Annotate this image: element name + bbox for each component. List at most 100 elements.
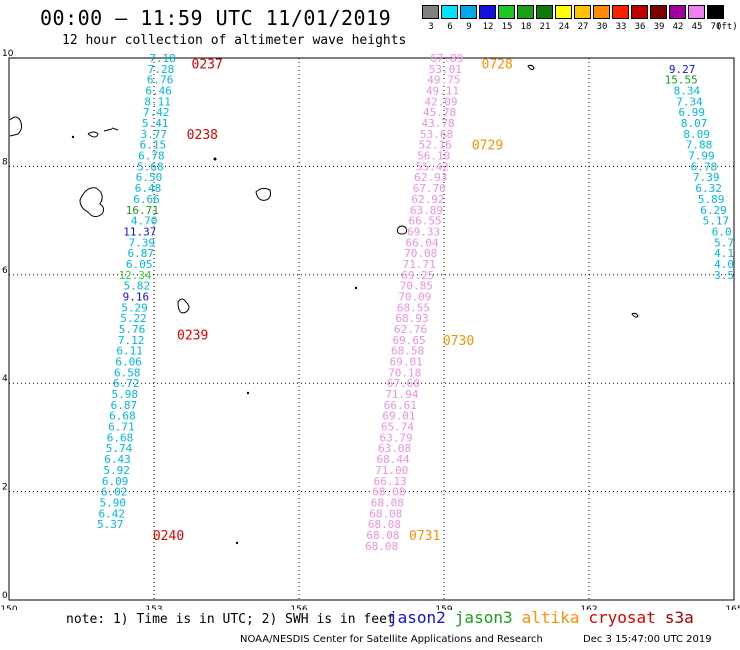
wave-height-value: 8.09 [683, 128, 710, 141]
pass-time-label: 0240 [153, 529, 184, 544]
pass-time-label: 0731 [409, 529, 440, 544]
wave-height-value: 5.17 [703, 215, 730, 228]
island-dot [246, 391, 250, 395]
satellite-name: jason3 [454, 608, 513, 627]
credit-text: NOAA/NESDIS Center for Satellite Applica… [240, 634, 543, 645]
wave-height-value: 6.58 [114, 366, 141, 379]
wave-height-value: 69.65 [393, 334, 426, 347]
wave-height-value: 71.00 [375, 464, 408, 477]
legend-label: 33 [615, 22, 627, 32]
wave-height-value: 6.72 [113, 377, 140, 390]
island-shape [79, 187, 105, 218]
island-shape [397, 225, 407, 235]
x-tick-label: 165 [725, 605, 740, 610]
legend-label: 15 [501, 22, 513, 32]
legend-swatch [593, 5, 610, 19]
legend-swatch [669, 5, 686, 19]
wave-height-value: 62.76 [394, 323, 427, 336]
legend-swatch [441, 5, 458, 19]
wave-height-value: 42.09 [424, 95, 457, 108]
wave-height-value: 65.74 [381, 421, 414, 434]
chart-title: 00:00 – 11:59 UTC 11/01/2019 [40, 6, 392, 30]
wave-height-value: 6.29 [700, 204, 727, 217]
legend-label: 45 [691, 22, 703, 32]
wave-height-value: 12.34 [118, 269, 151, 282]
wave-height-value: 7.34 [676, 95, 703, 108]
wave-height-value: 6.68 [109, 410, 136, 423]
wave-height-value: 71.94 [385, 388, 418, 401]
legend-unit: (ft) [716, 22, 738, 32]
wave-height-value: 68.08 [372, 486, 405, 499]
wave-height-value: 7.12 [118, 334, 145, 347]
wave-height-value: 68.08 [368, 518, 401, 531]
island-dot [213, 157, 217, 161]
wave-height-value: 8.07 [681, 117, 708, 130]
coastlines [9, 64, 639, 545]
legend-label: 30 [596, 22, 608, 32]
wave-height-value: 7.39 [693, 171, 720, 184]
wave-height-value: 6.78 [691, 160, 718, 173]
x-tick-label: 159 [435, 605, 452, 610]
wave-height-value: 70.18 [388, 366, 421, 379]
x-tick-label: 156 [290, 605, 307, 610]
wave-height-value: 55.42 [416, 160, 449, 173]
y-tick-label: 6 [2, 266, 8, 276]
chart-subtitle: 12 hour collection of altimeter wave hei… [62, 33, 407, 48]
wave-height-value: 7.28 [148, 63, 175, 76]
wave-height-value: 63.79 [379, 431, 412, 444]
x-tick-label: 150 [0, 605, 17, 610]
wave-height-value: 6.76 [147, 74, 174, 87]
wave-height-value: 6.42 [99, 507, 126, 520]
legend-swatch [631, 5, 648, 19]
wave-height-value: 16.71 [126, 204, 159, 217]
wave-height-value: 70.09 [398, 290, 431, 303]
wave-height-value: 62.93 [414, 171, 447, 184]
legend-swatch [574, 5, 591, 19]
wave-height-value: 70.08 [404, 247, 437, 260]
wave-height-value: 66.04 [406, 236, 439, 249]
wave-height-value: 66.13 [374, 475, 407, 488]
island-shape [527, 64, 535, 71]
wave-height-value: 5.37 [97, 518, 124, 531]
wave-height-value: 6.50 [136, 171, 163, 184]
legend-swatch [460, 5, 477, 19]
wave-height-value: 67.70 [413, 182, 446, 195]
legend-swatch [536, 5, 553, 19]
wave-height-value: 6.15 [140, 139, 167, 152]
legend-label: 18 [520, 22, 532, 32]
wave-height-value: 6.09 [102, 475, 129, 488]
wave-height-value: 6.43 [104, 453, 131, 466]
wave-height-value: 53.01 [429, 63, 462, 76]
wave-height-value: 6.32 [695, 182, 722, 195]
wave-height-value: 68.58 [391, 345, 424, 358]
island-shape [631, 312, 639, 318]
wave-height-value: 69.01 [390, 356, 423, 369]
wave-height-value: 45.78 [423, 106, 456, 119]
wave-height-value: 6.06 [115, 356, 142, 369]
x-tick-label: 162 [580, 605, 597, 610]
wave-height-value: 56.10 [417, 150, 450, 163]
wave-height-value: 49.75 [427, 74, 460, 87]
wave-height-value: 4.70 [131, 215, 158, 228]
legend-label: 36 [634, 22, 646, 32]
legend-label: 12 [482, 22, 494, 32]
wave-height-value: 71.71 [403, 258, 436, 271]
wave-height-value: 4.1 [714, 247, 734, 260]
wave-height-value: 15.55 [665, 74, 698, 87]
wave-height-value: 6.05 [126, 258, 153, 271]
wave-height-value: 66.61 [384, 399, 417, 412]
wave-height-value: 7.42 [143, 106, 170, 119]
y-tick-label: 4 [2, 374, 8, 384]
island-shape [9, 116, 23, 137]
wave-height-value: 68.08 [369, 507, 402, 520]
wave-height-value: 5.76 [119, 323, 146, 336]
axis-ticks: 150 153 156 159 162 165 0 2 4 6 8 10 [0, 49, 740, 610]
wave-height-value: 62.92 [411, 193, 444, 206]
wave-height-value: 6.71 [108, 421, 135, 434]
wave-height-value: 11.37 [123, 225, 156, 238]
legend-swatch [650, 5, 667, 19]
wave-height-value: 6.87 [111, 399, 138, 412]
legend-label: 39 [653, 22, 665, 32]
pass-time-label: 0239 [177, 328, 208, 343]
pass-time-label: 0729 [472, 139, 503, 154]
